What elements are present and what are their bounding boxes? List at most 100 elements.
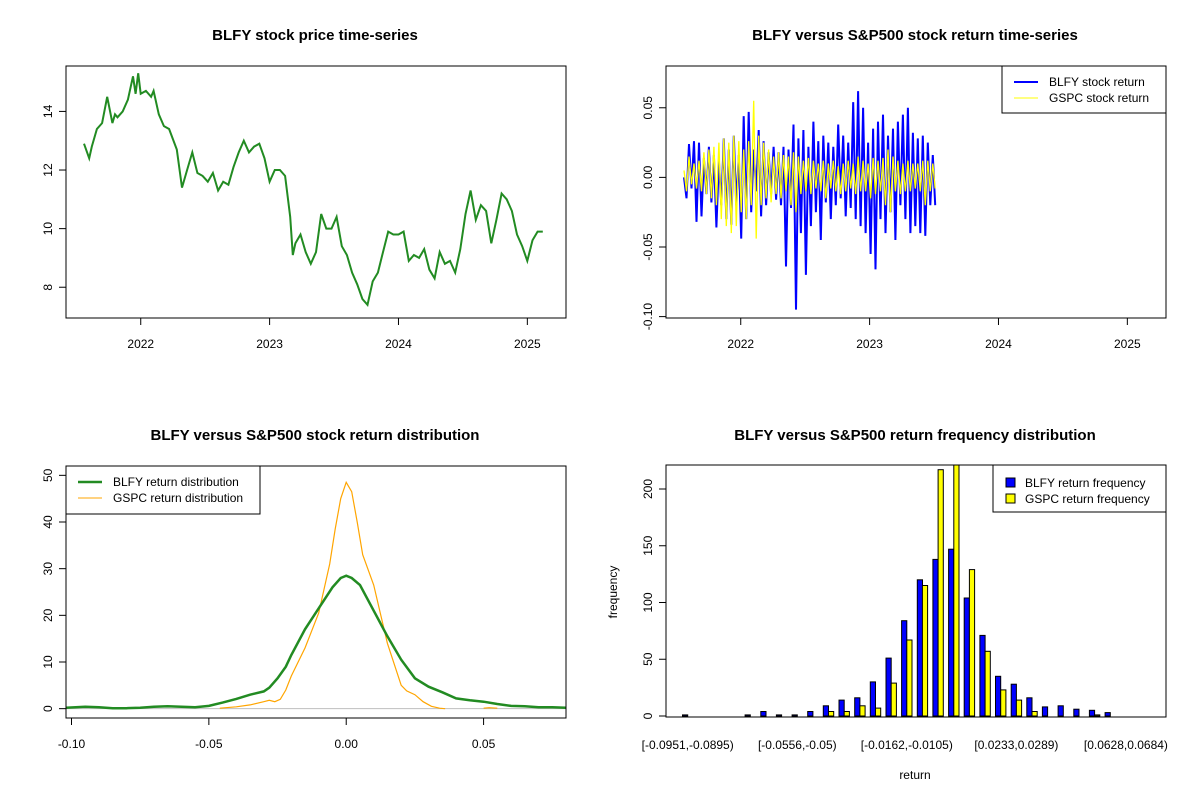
blfy-bar <box>791 714 798 717</box>
gspc-bar <box>968 569 976 717</box>
legend-swatch-gspc <box>1005 493 1016 504</box>
gspc-bar <box>828 711 835 717</box>
y-tick-label: 0.05 <box>641 96 655 120</box>
blfy-bar <box>901 620 908 717</box>
blfy-bar <box>822 705 830 717</box>
gspc-bar <box>984 650 991 717</box>
legend-label-blfy: BLFY stock return <box>1049 75 1145 89</box>
blfy-bar <box>744 714 751 717</box>
blfy-bar <box>979 634 986 717</box>
x-tick-label: 2025 <box>514 337 541 351</box>
gspc-bar <box>1031 711 1038 717</box>
blfy-bar <box>760 711 767 717</box>
gspc-bar <box>1000 689 1007 717</box>
y-tick-label: 10 <box>41 655 55 669</box>
x-tick-label: -0.10 <box>58 737 86 751</box>
y-tick-label: 40 <box>41 515 55 529</box>
blfy-bar <box>838 699 845 717</box>
x-tick-label: [0.0233,0.0289) <box>974 738 1058 752</box>
price-line <box>83 73 543 307</box>
gspc-bar <box>1094 714 1101 717</box>
legend: BLFY stock return GSPC stock return <box>1001 65 1167 114</box>
legend: BLFY return frequency GSPC return freque… <box>992 464 1167 513</box>
gspc-bar <box>859 705 866 717</box>
y-tick-label: 50 <box>641 652 655 666</box>
legend-label-gspc: GSPC return distribution <box>113 491 243 505</box>
y-tick-label: 14 <box>41 104 55 118</box>
legend-label-blfy: BLFY return frequency <box>1025 476 1146 490</box>
price-chart-panel: BLFY stock price time-series 2022 2023 202… <box>0 0 600 400</box>
x-tick-label: 2024 <box>385 337 412 351</box>
y-tick-label: 30 <box>41 562 55 576</box>
y-tick-label: 20 <box>41 608 55 622</box>
gspc-bar <box>890 682 897 717</box>
gspc-bar <box>937 469 944 717</box>
gspc-bar <box>921 585 929 717</box>
x-tick-label: 2022 <box>727 337 754 351</box>
legend-box <box>992 464 1167 513</box>
y-axis-label: frequency <box>606 566 620 619</box>
histogram-chart-panel: BLFY versus S&P500 return frequency dist… <box>600 400 1200 800</box>
y-tick-label: 0.00 <box>641 165 655 189</box>
gspc-bar <box>1015 699 1023 717</box>
gspc-bar <box>906 639 913 717</box>
y-tick-label: -0.10 <box>641 303 655 331</box>
x-tick-label: 0.00 <box>335 737 359 751</box>
blfy-bar <box>854 697 861 717</box>
x-axis-label: return <box>899 768 930 782</box>
blfy-bar <box>1010 683 1017 717</box>
gspc-bar <box>843 711 850 717</box>
y-tick-label: -0.05 <box>641 233 655 261</box>
y-tick-label: 12 <box>41 163 55 177</box>
blfy-bar <box>995 675 1002 717</box>
blfy-bar <box>1057 705 1064 717</box>
blfy-bar <box>869 681 876 717</box>
gspc-bar <box>953 464 960 717</box>
blfy-bar <box>948 548 955 717</box>
blfy-bar <box>775 714 783 717</box>
blfy-bar <box>807 711 814 717</box>
plot-frame <box>65 465 567 719</box>
x-tick-label: [-0.0556,-0.05) <box>758 738 837 752</box>
blfy-bar <box>682 714 689 717</box>
y-tick-label: 8 <box>41 284 55 291</box>
y-tick-label: 10 <box>41 222 55 236</box>
blfy-bar <box>1073 708 1080 717</box>
blfy-bar <box>916 579 923 717</box>
histogram-chart: BLFY versus S&P500 return frequency dist… <box>606 427 1168 782</box>
chart-title: BLFY stock price time-series <box>212 27 418 44</box>
returns-chart: BLFY versus S&P500 stock return time-ser… <box>641 27 1167 351</box>
legend-label-gspc: GSPC return frequency <box>1025 492 1150 506</box>
x-tick-label: [-0.0951,-0.0895) <box>642 738 734 752</box>
legend-box <box>1001 65 1167 114</box>
legend-box <box>65 465 261 515</box>
chart-title: BLFY versus S&P500 stock return distribu… <box>151 427 480 444</box>
blfy-bar <box>932 558 939 717</box>
blfy-bar <box>1041 706 1049 717</box>
density-chart: BLFY versus S&P500 stock return distribu… <box>41 427 567 751</box>
x-tick-label: 0.05 <box>472 737 496 751</box>
returns-chart-panel: BLFY versus S&P500 stock return time-ser… <box>600 0 1200 400</box>
blfy-bar <box>1104 712 1111 717</box>
y-tick-label: 200 <box>641 479 655 499</box>
density-chart-panel: BLFY versus S&P500 stock return distribu… <box>0 400 600 800</box>
chart-title: BLFY versus S&P500 stock return time-ser… <box>752 27 1078 44</box>
gspc-return-line <box>683 100 936 239</box>
legend-label-gspc: GSPC stock return <box>1049 91 1149 105</box>
plot-frame <box>65 65 567 319</box>
legend-swatch-blfy <box>1005 477 1016 488</box>
y-tick-label: 50 <box>41 468 55 482</box>
blfy-bar <box>1088 709 1096 717</box>
y-tick-label: 0 <box>41 705 55 712</box>
x-tick-label: [-0.0162,-0.0105) <box>861 738 953 752</box>
legend: BLFY return distribution GSPC return dis… <box>65 465 261 515</box>
y-tick-label: 0 <box>641 712 655 719</box>
legend-label-blfy: BLFY return distribution <box>113 475 239 489</box>
blfy-bar <box>963 597 970 717</box>
x-tick-label: 2022 <box>127 337 154 351</box>
gspc-density-line <box>219 480 446 710</box>
plot-frame <box>665 464 1167 718</box>
gspc-bar <box>875 707 882 717</box>
price-chart: BLFY stock price time-series 2022 2023 202… <box>41 27 567 351</box>
y-tick-label: 100 <box>641 592 655 612</box>
